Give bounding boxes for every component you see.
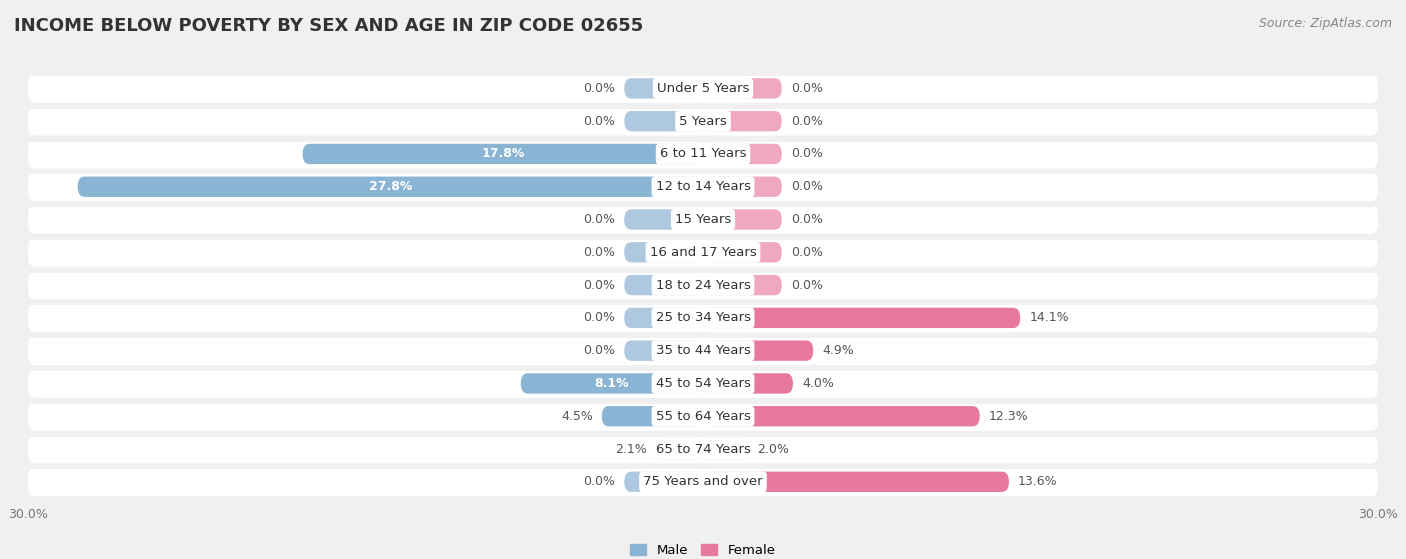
FancyBboxPatch shape [28, 271, 1378, 300]
Legend: Male, Female: Male, Female [626, 538, 780, 559]
Text: 0.0%: 0.0% [583, 278, 616, 292]
Text: 0.0%: 0.0% [790, 213, 823, 226]
FancyBboxPatch shape [703, 340, 813, 361]
FancyBboxPatch shape [624, 111, 703, 131]
Text: 0.0%: 0.0% [790, 82, 823, 95]
Text: 0.0%: 0.0% [790, 148, 823, 160]
FancyBboxPatch shape [28, 205, 1378, 234]
FancyBboxPatch shape [624, 275, 703, 295]
Text: 8.1%: 8.1% [595, 377, 630, 390]
FancyBboxPatch shape [28, 74, 1378, 103]
FancyBboxPatch shape [703, 177, 782, 197]
FancyBboxPatch shape [28, 238, 1378, 267]
FancyBboxPatch shape [655, 439, 703, 459]
Text: 75 Years and over: 75 Years and over [643, 475, 763, 489]
Text: 4.5%: 4.5% [561, 410, 593, 423]
Text: 12.3%: 12.3% [988, 410, 1028, 423]
FancyBboxPatch shape [28, 107, 1378, 136]
FancyBboxPatch shape [703, 439, 748, 459]
Text: Under 5 Years: Under 5 Years [657, 82, 749, 95]
Text: 15 Years: 15 Years [675, 213, 731, 226]
Text: 12 to 14 Years: 12 to 14 Years [655, 180, 751, 193]
Text: INCOME BELOW POVERTY BY SEX AND AGE IN ZIP CODE 02655: INCOME BELOW POVERTY BY SEX AND AGE IN Z… [14, 17, 644, 35]
Text: 0.0%: 0.0% [790, 278, 823, 292]
Text: 0.0%: 0.0% [583, 213, 616, 226]
FancyBboxPatch shape [28, 369, 1378, 398]
FancyBboxPatch shape [624, 472, 703, 492]
FancyBboxPatch shape [703, 78, 782, 98]
Text: 6 to 11 Years: 6 to 11 Years [659, 148, 747, 160]
FancyBboxPatch shape [703, 275, 782, 295]
FancyBboxPatch shape [703, 242, 782, 263]
Text: Source: ZipAtlas.com: Source: ZipAtlas.com [1258, 17, 1392, 30]
FancyBboxPatch shape [624, 307, 703, 328]
FancyBboxPatch shape [703, 144, 782, 164]
FancyBboxPatch shape [624, 340, 703, 361]
FancyBboxPatch shape [302, 144, 703, 164]
FancyBboxPatch shape [703, 210, 782, 230]
Text: 17.8%: 17.8% [481, 148, 524, 160]
FancyBboxPatch shape [28, 140, 1378, 168]
FancyBboxPatch shape [624, 242, 703, 263]
Text: 65 to 74 Years: 65 to 74 Years [655, 443, 751, 456]
Text: 2.0%: 2.0% [756, 443, 789, 456]
FancyBboxPatch shape [624, 78, 703, 98]
FancyBboxPatch shape [28, 336, 1378, 365]
Text: 4.0%: 4.0% [801, 377, 834, 390]
FancyBboxPatch shape [28, 467, 1378, 496]
FancyBboxPatch shape [703, 472, 1010, 492]
FancyBboxPatch shape [28, 434, 1378, 463]
Text: 35 to 44 Years: 35 to 44 Years [655, 344, 751, 357]
Text: 0.0%: 0.0% [790, 115, 823, 127]
Text: 0.0%: 0.0% [583, 311, 616, 324]
Text: 45 to 54 Years: 45 to 54 Years [655, 377, 751, 390]
Text: 14.1%: 14.1% [1029, 311, 1069, 324]
FancyBboxPatch shape [703, 307, 1021, 328]
Text: 4.9%: 4.9% [823, 344, 853, 357]
FancyBboxPatch shape [602, 406, 703, 427]
Text: 0.0%: 0.0% [583, 82, 616, 95]
Text: 0.0%: 0.0% [583, 475, 616, 489]
Text: 25 to 34 Years: 25 to 34 Years [655, 311, 751, 324]
Text: 0.0%: 0.0% [790, 180, 823, 193]
FancyBboxPatch shape [520, 373, 703, 394]
Text: 0.0%: 0.0% [790, 246, 823, 259]
FancyBboxPatch shape [28, 304, 1378, 332]
FancyBboxPatch shape [703, 373, 793, 394]
FancyBboxPatch shape [703, 406, 980, 427]
Text: 0.0%: 0.0% [583, 344, 616, 357]
FancyBboxPatch shape [703, 111, 782, 131]
Text: 16 and 17 Years: 16 and 17 Years [650, 246, 756, 259]
FancyBboxPatch shape [28, 402, 1378, 430]
FancyBboxPatch shape [77, 177, 703, 197]
Text: 5 Years: 5 Years [679, 115, 727, 127]
Text: 0.0%: 0.0% [583, 246, 616, 259]
FancyBboxPatch shape [28, 172, 1378, 201]
Text: 55 to 64 Years: 55 to 64 Years [655, 410, 751, 423]
Text: 13.6%: 13.6% [1018, 475, 1057, 489]
FancyBboxPatch shape [624, 210, 703, 230]
Text: 2.1%: 2.1% [614, 443, 647, 456]
Text: 18 to 24 Years: 18 to 24 Years [655, 278, 751, 292]
Text: 27.8%: 27.8% [368, 180, 412, 193]
Text: 0.0%: 0.0% [583, 115, 616, 127]
